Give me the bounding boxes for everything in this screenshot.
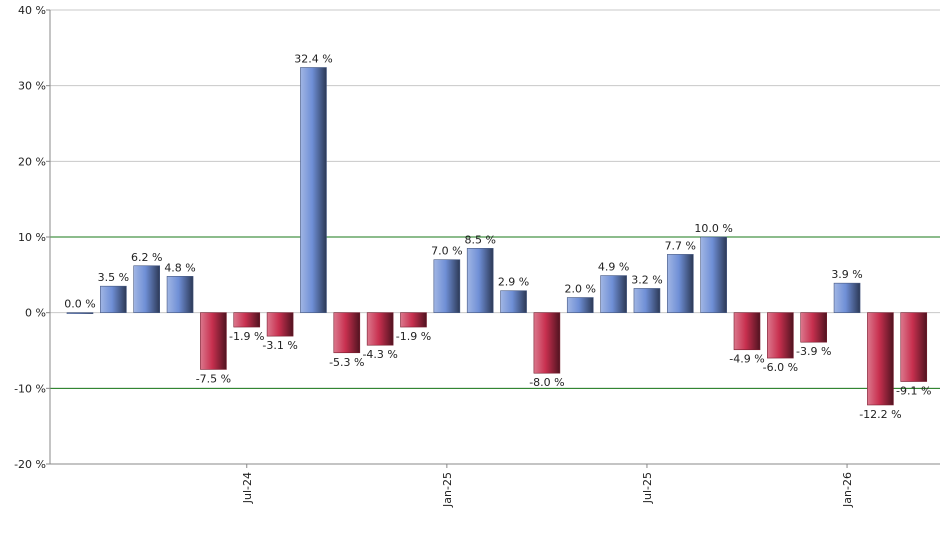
data-label: 2.0 % — [565, 283, 596, 296]
bar — [133, 265, 160, 313]
data-label: -1.9 % — [229, 330, 264, 343]
bar — [300, 67, 327, 313]
y-tick-label: -10 % — [14, 382, 46, 395]
bar — [900, 312, 928, 382]
data-label: -3.9 % — [796, 345, 831, 358]
bar — [100, 285, 127, 313]
x-tick-label: Jul-25 — [641, 472, 654, 504]
bar — [433, 259, 461, 313]
data-label: 3.2 % — [631, 273, 662, 286]
data-label: -5.3 % — [329, 356, 364, 369]
bar — [266, 312, 294, 337]
bar — [466, 248, 494, 313]
bar — [333, 312, 361, 354]
x-tick-label: Jan-25 — [441, 472, 454, 508]
data-label: 32.4 % — [294, 53, 332, 66]
data-label: 0.0 % — [64, 298, 95, 311]
bar — [833, 282, 861, 313]
data-label: -8.0 % — [529, 376, 564, 389]
bar — [566, 297, 594, 313]
data-label: 3.9 % — [831, 268, 862, 281]
bar — [166, 276, 194, 313]
data-label: 2.9 % — [498, 276, 529, 289]
data-label: -6.0 % — [763, 361, 798, 374]
bar — [666, 254, 694, 313]
bar — [66, 312, 94, 314]
data-label: -7.5 % — [196, 372, 231, 385]
y-tick-label: 0 % — [25, 307, 46, 320]
data-label: 6.2 % — [131, 251, 162, 264]
bar — [867, 312, 894, 406]
data-label: -9.1 % — [896, 385, 931, 398]
data-label: -4.3 % — [362, 348, 397, 361]
bar — [733, 312, 761, 351]
bar — [400, 312, 427, 328]
y-tick-label: 20 % — [18, 155, 46, 168]
bar — [767, 312, 794, 359]
bar — [600, 275, 627, 313]
bar — [233, 312, 261, 328]
bar — [533, 312, 561, 374]
data-label: 8.5 % — [464, 233, 495, 246]
data-label: 7.7 % — [665, 239, 696, 252]
x-tick-label: Jan-26 — [841, 472, 854, 508]
data-label: 3.5 % — [98, 271, 129, 284]
data-label: -4.9 % — [729, 353, 764, 366]
data-label: -12.2 % — [859, 408, 901, 421]
bar — [633, 288, 661, 313]
data-label: -3.1 % — [262, 339, 297, 352]
y-tick-label: -20 % — [14, 458, 46, 471]
bar — [500, 290, 527, 313]
x-tick-label: Jul-24 — [241, 472, 254, 504]
data-label: 7.0 % — [431, 245, 462, 258]
bar — [200, 312, 227, 370]
bar — [800, 312, 828, 343]
data-label: -1.9 % — [396, 330, 431, 343]
y-tick-label: 10 % — [18, 231, 46, 244]
data-label: 4.8 % — [164, 261, 195, 274]
bar — [366, 312, 394, 346]
bar — [700, 236, 727, 313]
data-label: 4.9 % — [598, 261, 629, 274]
y-tick-label: 40 % — [18, 4, 46, 17]
y-tick-label: 30 % — [18, 80, 46, 93]
data-label: 10.0 % — [694, 222, 732, 235]
